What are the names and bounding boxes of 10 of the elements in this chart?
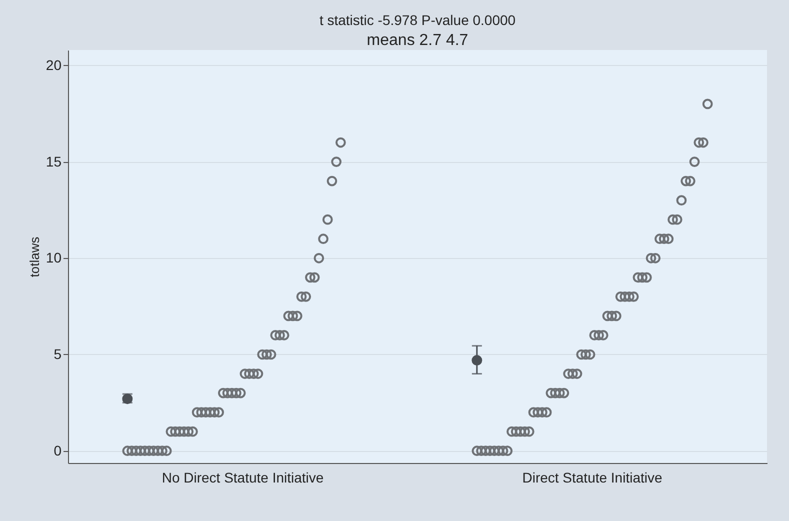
- x-tick-label: No Direct Statute Initiative: [162, 470, 324, 486]
- y-tick-label: 15: [46, 153, 62, 170]
- chart-subtitle: means 2.7 4.7: [366, 32, 468, 49]
- y-tick-label: 0: [54, 442, 62, 458]
- x-tick-label: Direct Statute Initiative: [522, 470, 662, 486]
- chart-title: t statistic -5.978 P-value 0.0000: [319, 12, 516, 28]
- y-tick-label: 5: [54, 346, 62, 362]
- y-tick-label: 20: [46, 56, 62, 73]
- y-tick-label: 10: [46, 250, 62, 266]
- y-axis-title: totlaws: [26, 236, 42, 278]
